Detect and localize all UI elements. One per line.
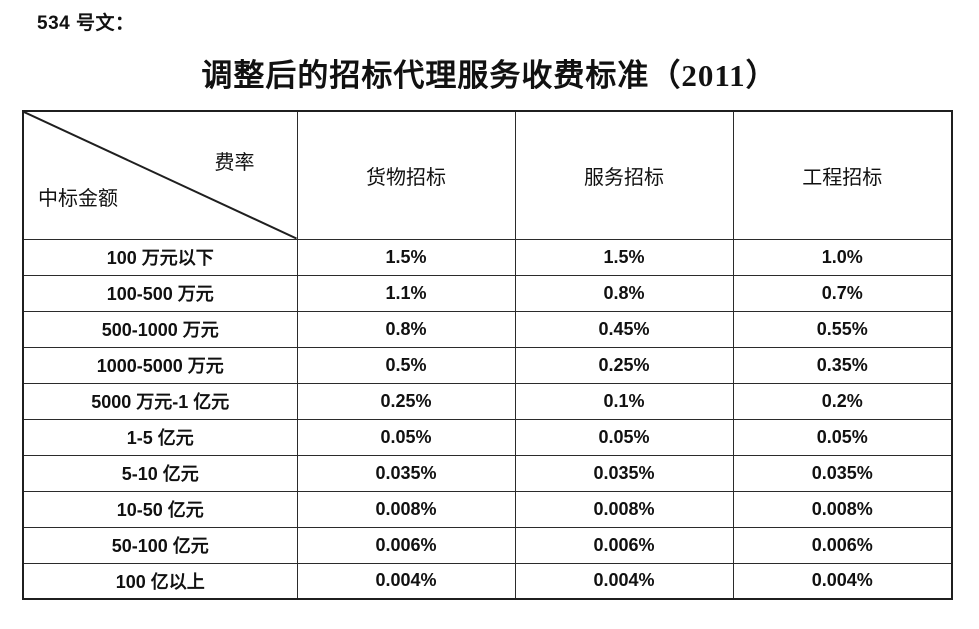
table-row: 100 亿以上 0.004% 0.004% 0.004% <box>22 562 953 600</box>
fee-value-cell: 0.05% <box>514 418 734 456</box>
fee-value-cell: 0.004% <box>296 562 516 600</box>
fee-value-cell: 0.5% <box>296 346 516 384</box>
fee-value-cell: 0.8% <box>514 274 734 312</box>
row-label-cell: 50-100 亿元 <box>22 526 298 564</box>
bid-amount-label: 中标金额 <box>38 187 118 210</box>
table-row: 1-5 亿元 0.05% 0.05% 0.05% <box>22 418 953 456</box>
fee-value-cell: 0.004% <box>514 562 734 600</box>
fee-value-cell: 0.7% <box>732 274 953 312</box>
fee-value-cell: 1.5% <box>296 238 516 276</box>
table-header-row: 费率 中标金额 货物招标 服务招标 工程招标 <box>22 110 953 240</box>
fee-value-cell: 1.1% <box>296 274 516 312</box>
row-label-cell: 10-50 亿元 <box>22 490 298 528</box>
table-row: 1000-5000 万元 0.5% 0.25% 0.35% <box>22 346 953 384</box>
fee-value-cell: 0.55% <box>732 310 953 348</box>
fee-value-cell: 1.5% <box>514 238 734 276</box>
fee-value-cell: 0.004% <box>732 562 953 600</box>
fee-value-cell: 0.006% <box>514 526 734 564</box>
row-label-cell: 500-1000 万元 <box>22 310 298 348</box>
table-row: 5000 万元-1 亿元 0.25% 0.1% 0.2% <box>22 382 953 420</box>
col-header-engineering: 工程招标 <box>732 110 953 240</box>
fee-value-cell: 0.008% <box>296 490 516 528</box>
row-label-cell: 100 亿以上 <box>22 562 298 600</box>
table-row: 5-10 亿元 0.035% 0.035% 0.035% <box>22 454 953 492</box>
fee-value-cell: 0.25% <box>514 346 734 384</box>
fee-value-cell: 0.035% <box>732 454 953 492</box>
fee-value-cell: 1.0% <box>732 238 953 276</box>
row-label-cell: 100 万元以下 <box>22 238 298 276</box>
fee-value-cell: 0.035% <box>296 454 516 492</box>
table-row: 100 万元以下 1.5% 1.5% 1.0% <box>22 238 953 276</box>
row-label-cell: 5-10 亿元 <box>22 454 298 492</box>
fee-standards-table: 费率 中标金额 货物招标 服务招标 工程招标 100 万元以下 1.5% 1.5… <box>22 110 953 600</box>
fee-value-cell: 0.008% <box>732 490 953 528</box>
fee-value-cell: 0.45% <box>514 310 734 348</box>
table-row: 500-1000 万元 0.8% 0.45% 0.55% <box>22 310 953 348</box>
fee-value-cell: 0.05% <box>296 418 516 456</box>
fee-value-cell: 0.35% <box>732 346 953 384</box>
col-header-goods: 货物招标 <box>296 110 516 240</box>
fee-value-cell: 0.2% <box>732 382 953 420</box>
table-row: 100-500 万元 1.1% 0.8% 0.7% <box>22 274 953 312</box>
fee-value-cell: 0.006% <box>296 526 516 564</box>
fee-value-cell: 0.8% <box>296 310 516 348</box>
fee-rate-label: 费率 <box>214 152 255 174</box>
table-row: 10-50 亿元 0.008% 0.008% 0.008% <box>22 490 953 528</box>
fee-value-cell: 0.006% <box>732 526 953 564</box>
corner-cell: 费率 中标金额 <box>22 110 298 240</box>
page-title: 调整后的招标代理服务收费标准（2011） <box>201 58 778 93</box>
row-label-cell: 5000 万元-1 亿元 <box>22 382 298 420</box>
fee-value-cell: 0.035% <box>514 454 734 492</box>
table-row: 50-100 亿元 0.006% 0.006% 0.006% <box>22 526 953 564</box>
row-label-cell: 1-5 亿元 <box>22 418 298 456</box>
doc-number-label: 534 号文： <box>37 13 135 34</box>
col-header-services: 服务招标 <box>514 110 734 240</box>
row-label-cell: 100-500 万元 <box>22 274 298 312</box>
fee-value-cell: 0.05% <box>732 418 953 456</box>
fee-value-cell: 0.25% <box>296 382 516 420</box>
diagonal-line-icon <box>24 112 297 239</box>
fee-value-cell: 0.1% <box>514 382 734 420</box>
fee-value-cell: 0.008% <box>514 490 734 528</box>
row-label-cell: 1000-5000 万元 <box>22 346 298 384</box>
fee-table-body: 费率 中标金额 货物招标 服务招标 工程招标 100 万元以下 1.5% 1.5… <box>22 110 953 600</box>
